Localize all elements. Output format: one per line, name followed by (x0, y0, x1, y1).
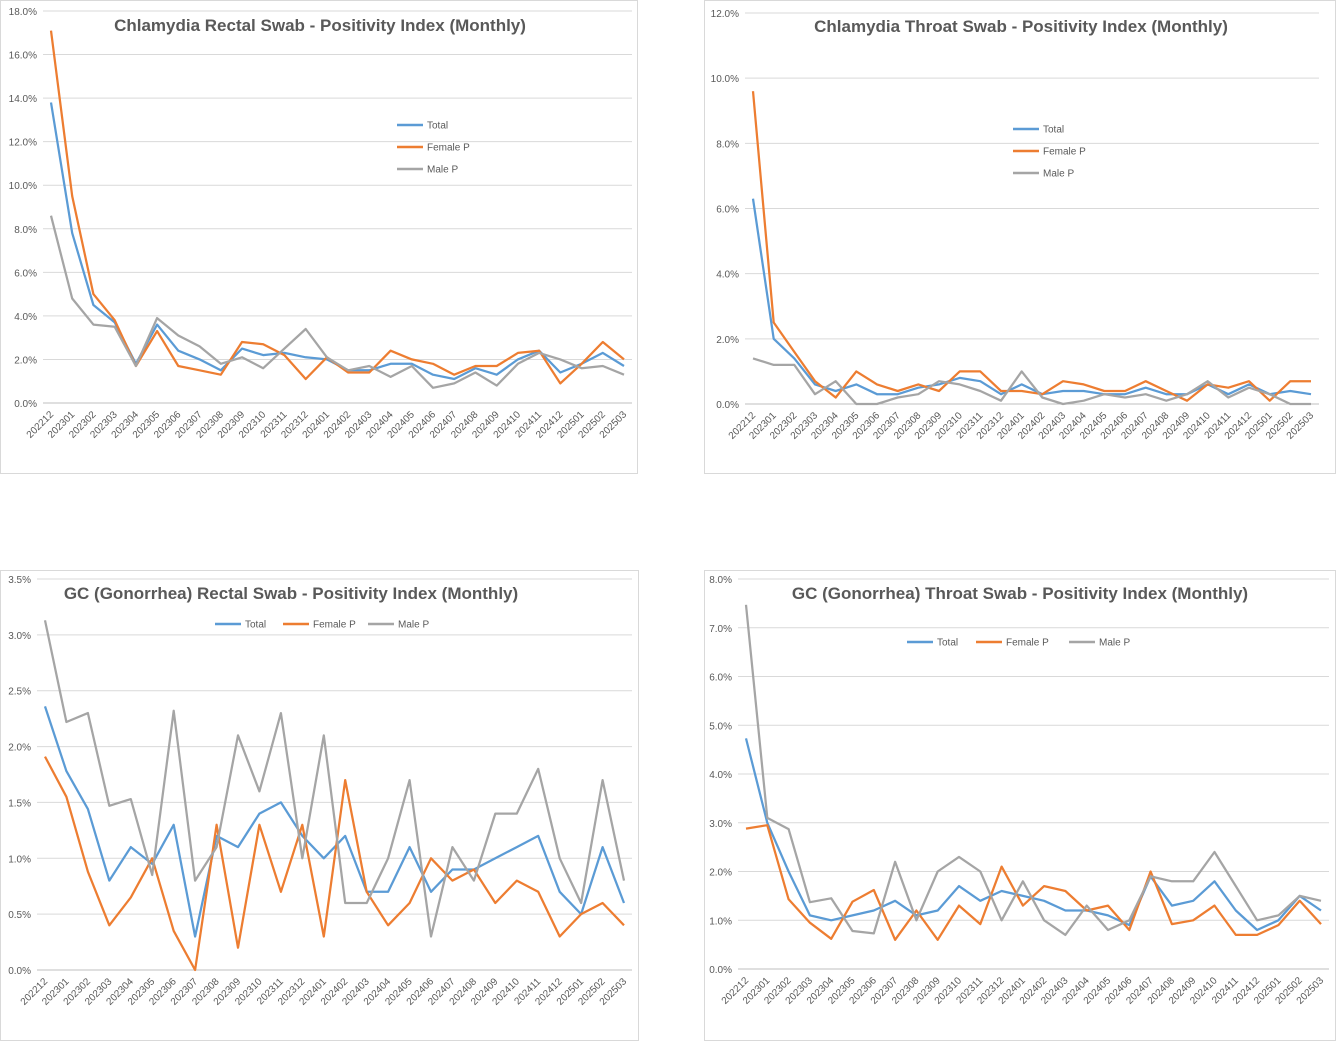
series-line-total (751, 198, 1312, 396)
y-tick-label: 0.5% (8, 910, 31, 921)
legend-label: Total (1043, 125, 1064, 136)
y-tick-label: 4.0% (709, 770, 732, 781)
series-line-female-p (745, 824, 1322, 941)
series-line-male-p (43, 620, 626, 938)
series-line-female-p (49, 30, 625, 385)
y-tick-label: 6.0% (14, 268, 37, 279)
legend-label: Female P (1043, 147, 1086, 158)
y-tick-label: 16.0% (9, 51, 37, 62)
chart-title: Chlamydia Rectal Swab - Positivity Index… (114, 16, 526, 35)
legend-label: Male P (1043, 169, 1074, 180)
y-tick-label: 2.5% (8, 687, 31, 698)
y-tick-label: 0.0% (709, 965, 732, 976)
series-line-male-p (752, 357, 1311, 406)
chart-panel-gc-rectal: GC (Gonorrhea) Rectal Swab - Positivity … (0, 570, 639, 1041)
chart-panel-chlamydia-throat: Chlamydia Throat Swab - Positivity Index… (704, 0, 1336, 474)
legend-label: Total (937, 638, 958, 649)
chart-panel-gc-throat: GC (Gonorrhea) Throat Swab - Positivity … (704, 570, 1336, 1041)
series-line-total (49, 102, 625, 381)
y-tick-label: 8.0% (716, 139, 739, 150)
y-tick-label: 1.0% (709, 916, 732, 927)
y-tick-label: 4.0% (716, 270, 739, 281)
y-tick-label: 10.0% (711, 74, 739, 85)
legend-label: Female P (427, 143, 470, 154)
y-tick-label: 3.0% (709, 819, 732, 830)
y-tick-label: 1.5% (8, 798, 31, 809)
y-tick-label: 3.5% (8, 575, 31, 586)
legend-label: Total (245, 620, 266, 631)
legend-label: Total (427, 121, 448, 132)
y-tick-label: 12.0% (9, 138, 37, 149)
chart-title: GC (Gonorrhea) Rectal Swab - Positivity … (64, 584, 518, 603)
chart-gc-rectal: GC (Gonorrhea) Rectal Swab - Positivity … (8, 575, 632, 1008)
y-tick-label: 8.0% (709, 575, 732, 586)
y-tick-label: 2.0% (8, 743, 31, 754)
legend-label: Male P (398, 620, 429, 631)
series-line-female-p (44, 756, 625, 972)
chart-title: Chlamydia Throat Swab - Positivity Index… (814, 17, 1228, 36)
y-tick-label: 12.0% (711, 9, 739, 20)
series-line-male-p (49, 215, 625, 389)
y-tick-label: 4.0% (14, 312, 37, 323)
y-tick-label: 7.0% (709, 624, 732, 635)
chart-panel-chlamydia-rectal: Chlamydia Rectal Swab - Positivity Index… (0, 0, 638, 474)
y-tick-label: 6.0% (709, 673, 732, 684)
y-tick-label: 2.0% (716, 335, 739, 346)
series-line-female-p (751, 91, 1311, 402)
y-tick-label: 8.0% (14, 225, 37, 236)
y-tick-label: 2.0% (709, 868, 732, 879)
series-line-total (43, 706, 626, 938)
y-tick-label: 6.0% (716, 205, 739, 216)
y-tick-label: 1.0% (8, 854, 31, 865)
y-tick-label: 0.0% (8, 966, 31, 977)
chart-title: GC (Gonorrhea) Throat Swab - Positivity … (792, 584, 1248, 603)
y-tick-label: 0.0% (14, 399, 37, 410)
chart-chlamydia-rectal: Chlamydia Rectal Swab - Positivity Index… (9, 7, 632, 441)
legend-label: Male P (1099, 638, 1130, 649)
chart-chlamydia-throat: Chlamydia Throat Swab - Positivity Index… (711, 9, 1319, 442)
chart-gc-throat: GC (Gonorrhea) Throat Swab - Positivity … (709, 575, 1329, 1007)
legend-label: Female P (313, 620, 356, 631)
y-tick-label: 2.0% (14, 355, 37, 366)
y-tick-label: 10.0% (9, 181, 37, 192)
y-tick-label: 18.0% (9, 7, 37, 18)
y-tick-label: 0.0% (716, 400, 739, 411)
y-tick-label: 3.0% (8, 631, 31, 642)
legend-label: Male P (427, 165, 458, 176)
y-tick-label: 14.0% (9, 94, 37, 105)
series-line-total (744, 738, 1322, 932)
legend-label: Female P (1006, 638, 1049, 649)
series-line-male-p (744, 604, 1322, 937)
y-tick-label: 5.0% (709, 721, 732, 732)
